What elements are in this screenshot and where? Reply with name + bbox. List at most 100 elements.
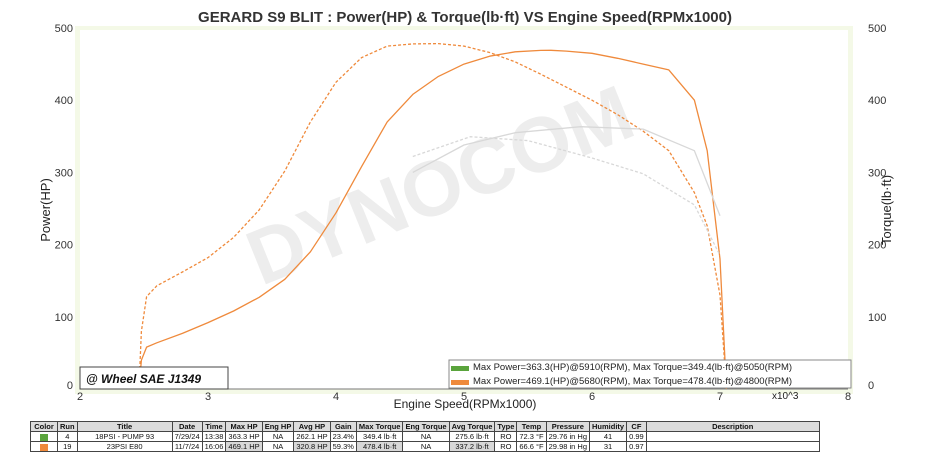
color-swatch [40,443,48,451]
table-row: 4 18PSI - PUMP 93 7/29/24 13:38 363.3 HP… [30,431,820,442]
type-cell: RO [494,431,518,442]
x-axis-label: Engine Speed(RPMx1000) [394,397,537,411]
header-cell: Gain [329,421,357,432]
standard-label-box [79,366,229,390]
right-axis-ticks: 0 100 200 300 400 500 [868,23,886,392]
max-hp-cell: 469.1 HP [225,441,263,452]
series-layer [138,42,728,390]
description-cell [645,431,820,442]
max-torque-cell: 349.4 lb·ft [355,431,404,442]
eng-hp-cell: NA [261,441,295,452]
series-line [138,42,728,390]
series-line [412,126,721,216]
x-tick-label: 7 [717,391,723,403]
legend-entry-2: Max Power=469.1(HP)@5680(RPM), Max Torqu… [473,376,792,387]
header-cell: Run [57,421,78,432]
avg-hp-cell: 262.1 HP [293,431,331,442]
header-cell: Humidity [589,421,628,432]
header-cell: Time [201,421,227,432]
header-cell: Temp [516,421,547,432]
y-axis-left-label: Power(HP) [38,178,53,242]
header-cell: Pressure [545,421,591,432]
legend-swatch-2 [451,380,469,385]
temp-cell: 72.3 °F [516,431,547,442]
description-cell [645,441,820,452]
cf-cell: 0.99 [626,431,647,442]
eng-hp-cell: NA [261,431,295,442]
header-cell: Type [494,421,518,432]
y-tick-label-right: 300 [868,167,886,179]
x-tick-label: 5 [461,391,467,403]
plot-area [80,30,848,389]
table-row: 19 23PSI E80 11/7/24 16:06 469.1 HP NA 3… [30,441,820,452]
time-cell: 13:38 [201,431,227,442]
header-cell: CF [626,421,647,432]
x-tick-label: 3 [205,391,211,403]
pressure-cell: 29.76 in Hg [545,431,591,442]
avg-hp-cell: 320.8 HP [293,441,331,452]
time-cell: 16:06 [201,441,227,452]
header-cell: Eng Torque [402,421,450,432]
gain-cell: 59.3% [329,441,357,452]
humidity-cell: 31 [589,441,628,452]
y-tick-label-left: 400 [55,95,73,107]
title-cell: 23PSI E80 [76,441,173,452]
x-tick-label: 8 [845,391,851,403]
series-line [138,49,728,390]
y-tick-label-right: 100 [868,312,886,324]
header-cell: Avg Torque [448,421,496,432]
humidity-cell: 41 [589,431,628,442]
y-axis-right-label: Torque(lb·ft) [879,175,894,245]
header-cell: Description [645,421,820,432]
x-tick-label: 4 [333,391,339,403]
x-tick-label: 2 [77,391,83,403]
results-table: Color Run Title Date Time Max HP Eng HP … [30,421,820,452]
pressure-cell: 29.98 in Hg [545,441,591,452]
max-torque-cell: 478.4 lb·ft [355,441,404,452]
avg-torque-cell: 337.2 lb·ft [448,441,496,452]
run-cell: 19 [57,441,78,452]
header-cell: Max HP [225,421,263,432]
chart-title: GERARD S9 BLIT : Power(HP) & Torque(lb·f… [198,9,732,26]
gain-cell: 23.4% [329,431,357,442]
series-line [412,136,721,256]
type-cell: RO [494,441,518,452]
date-cell: 7/29/24 [171,431,203,442]
y-tick-label-right: 400 [868,95,886,107]
y-tick-label-left: 200 [55,240,73,252]
header-cell: Max Torque [355,421,404,432]
header-cell: Color [30,421,58,432]
temp-cell: 66.6 °F [516,441,547,452]
y-tick-label-left: 0 [67,380,73,392]
y-tick-label-right: 200 [868,240,886,252]
results-header-row: Color Run Title Date Time Max HP Eng HP … [30,421,820,432]
cf-cell: 0.97 [626,441,647,452]
avg-torque-cell: 275.6 lb·ft [448,431,496,442]
left-axis-ticks: 0 100 200 300 400 500 [55,23,73,392]
title-cell: 18PSI - PUMP 93 [76,431,173,442]
y-tick-label-right: 500 [868,23,886,35]
legend-entry-1: Max Power=363.3(HP)@5910(RPM), Max Torqu… [473,362,792,373]
legend-box [448,359,852,389]
x-tick-label: 6 [589,391,595,403]
y-tick-label-left: 500 [55,23,73,35]
max-hp-cell: 363.3 HP [225,431,263,442]
header-cell: Eng HP [261,421,295,432]
standard-label: @ Wheel SAE J1349 [86,372,201,386]
color-swatch [40,433,48,441]
color-cell [30,431,58,442]
header-cell: Avg HP [293,421,331,432]
eng-torque-cell: NA [402,431,450,442]
run-cell: 4 [57,431,78,442]
x-multiplier-label: x10^3 [772,391,799,402]
date-cell: 11/7/24 [171,441,203,452]
y-tick-label-left: 100 [55,312,73,324]
header-cell: Title [76,421,173,432]
y-tick-label-right: 0 [868,380,874,392]
legend-swatch-1 [451,366,469,371]
color-cell [30,441,58,452]
eng-torque-cell: NA [402,441,450,452]
y-tick-label-left: 300 [55,167,73,179]
header-cell: Date [171,421,203,432]
